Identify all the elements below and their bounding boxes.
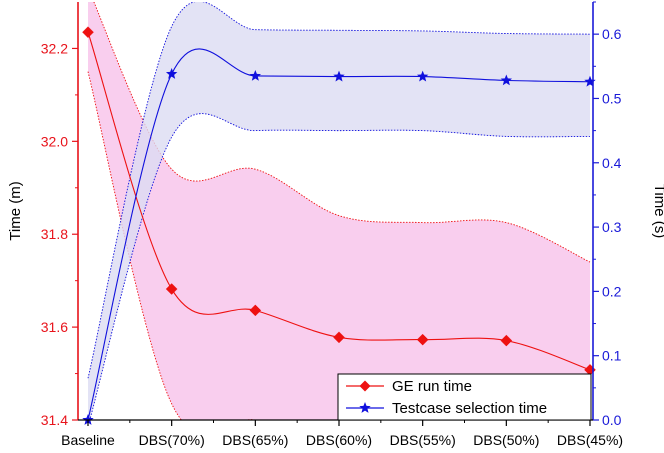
y-right-tick-label: 0.6 — [602, 26, 622, 42]
x-tick-label: DBS(60%) — [306, 432, 372, 448]
y-right-tick-label: 0.3 — [602, 219, 622, 235]
y-left-tick-label: 31.8 — [41, 226, 68, 242]
x-tick-label: DBS(55%) — [390, 432, 456, 448]
x-tick-label: DBS(50%) — [473, 432, 539, 448]
band-lower-line — [89, 113, 591, 420]
y-right-tick-label: 0.5 — [602, 90, 622, 106]
legend-label: GE run time — [392, 378, 472, 395]
band-upper-line — [87, 2, 591, 379]
ge-run-time-point — [416, 333, 429, 346]
testcase-selection-point — [416, 70, 429, 82]
y-left-tick-label: 31.4 — [41, 412, 68, 428]
y-right-tick-label: 0.2 — [602, 283, 622, 299]
series-line-testcase-selection-time — [87, 48, 591, 420]
y-right-tick-label: 0.4 — [602, 155, 622, 171]
x-tick-label: DBS(45%) — [557, 432, 623, 448]
legend-star-marker — [359, 402, 371, 413]
y-left-tick-label: 31.6 — [41, 319, 68, 335]
testcase-selection-point — [584, 75, 596, 87]
ge-run-time-point — [165, 283, 178, 295]
uncertainty-bands — [87, 2, 591, 420]
y-right-tick-label: 0.1 — [602, 348, 622, 364]
y-axis-right-title: Time (s) — [651, 184, 664, 238]
x-tick-label: DBS(70%) — [139, 432, 205, 448]
legend-label: Testcase selection time — [392, 400, 547, 417]
legend-diamond-marker — [359, 380, 371, 392]
y-left-tick-label: 32.2 — [41, 40, 68, 56]
testcase-selection-point — [165, 68, 178, 79]
y-right-tick-label: 0.0 — [602, 412, 622, 428]
band-ge-run-time — [88, 2, 590, 420]
ge-run-time-point — [500, 334, 513, 347]
y-axis-left-title: Time (m) — [7, 181, 24, 240]
axes: 31.4 31.6 31.8 32.0 32.2 0.0 0.1 0.2 0.3 0.4 0.5 0.… — [41, 1, 623, 448]
testcase-selection-point — [249, 69, 262, 81]
x-tick-label: Baseline — [61, 432, 115, 448]
legend-box — [337, 373, 592, 421]
ge-run-time-point — [249, 304, 262, 317]
band-upper-line — [93, 2, 591, 263]
ge-run-time-point — [333, 331, 345, 344]
band-testcase-selection-time — [88, 2, 590, 420]
series-markers — [82, 26, 596, 425]
testcase-selection-point — [500, 74, 513, 86]
testcase-selection-point — [333, 70, 345, 82]
y-left-tick-label: 32.0 — [41, 133, 68, 149]
ge-run-time-point — [82, 26, 94, 39]
legend: GE run time Testcase selection time — [337, 373, 592, 421]
x-tick-label: DBS(65%) — [222, 432, 288, 448]
